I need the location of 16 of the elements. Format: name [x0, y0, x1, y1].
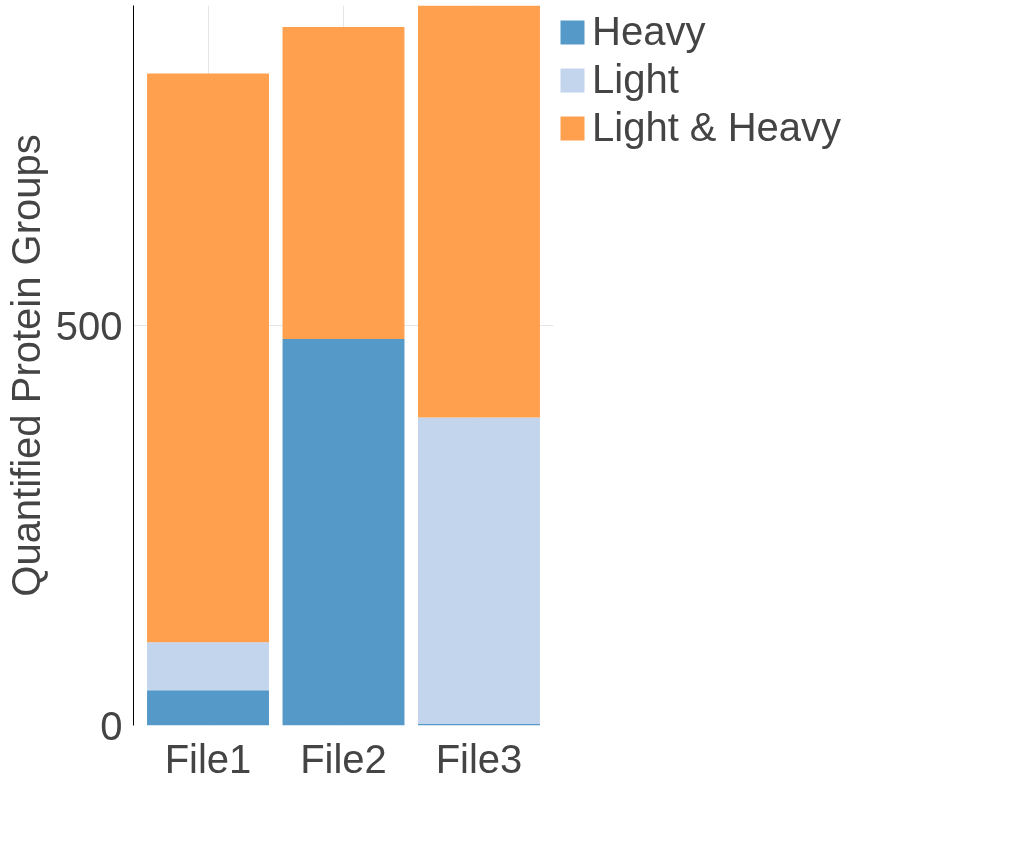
- y-axis-title: Quantified Protein Groups: [3, 134, 48, 597]
- bar: [282, 27, 405, 340]
- x-tick-label: File3: [435, 736, 523, 781]
- legend-label: Light: [592, 57, 679, 102]
- bar: [147, 73, 269, 643]
- legend-label: Light & Heavy: [592, 105, 842, 150]
- legend-label: Heavy: [592, 9, 706, 54]
- bar: [282, 339, 405, 726]
- x-tick-label: File2: [300, 736, 387, 781]
- bar: [418, 417, 540, 724]
- bar: [147, 690, 269, 726]
- y-tick-label: 0: [100, 703, 123, 748]
- x-tick-label: File1: [164, 736, 252, 781]
- bar: [147, 642, 269, 691]
- y-tick-label: 500: [55, 303, 123, 348]
- bar: [418, 5, 540, 418]
